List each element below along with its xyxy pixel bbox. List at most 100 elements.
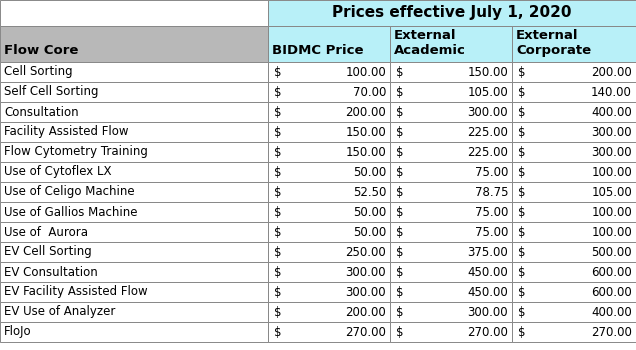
Bar	[268, 322, 390, 342]
Bar	[268, 122, 390, 142]
Text: $: $	[396, 105, 403, 119]
Text: External
Corporate: External Corporate	[516, 29, 591, 57]
Bar	[268, 0, 636, 26]
Text: 225.00: 225.00	[467, 126, 508, 139]
Text: $: $	[274, 146, 282, 159]
Text: 300.00: 300.00	[467, 306, 508, 318]
Bar	[0, 222, 268, 242]
Text: 600.00: 600.00	[591, 286, 632, 299]
Bar	[512, 102, 636, 122]
Bar	[512, 62, 636, 82]
Text: Use of Celigo Machine: Use of Celigo Machine	[4, 186, 135, 198]
Text: $: $	[518, 306, 525, 318]
Text: 50.00: 50.00	[353, 225, 386, 238]
Text: $: $	[396, 286, 403, 299]
Text: 400.00: 400.00	[591, 306, 632, 318]
Text: 600.00: 600.00	[591, 266, 632, 279]
Text: Consultation: Consultation	[4, 105, 79, 119]
Bar	[268, 202, 390, 222]
Text: 270.00: 270.00	[345, 326, 386, 338]
Text: $: $	[396, 166, 403, 178]
Bar	[0, 0, 268, 26]
Text: 200.00: 200.00	[345, 105, 386, 119]
Bar	[390, 102, 512, 122]
Text: 75.00: 75.00	[474, 205, 508, 218]
Text: External
Academic: External Academic	[394, 29, 466, 57]
Text: $: $	[396, 306, 403, 318]
Bar	[512, 182, 636, 202]
Bar	[268, 222, 390, 242]
Bar	[390, 322, 512, 342]
Text: $: $	[274, 286, 282, 299]
Text: $: $	[274, 85, 282, 98]
Text: 100.00: 100.00	[345, 65, 386, 78]
Bar	[390, 202, 512, 222]
Text: 70.00: 70.00	[352, 85, 386, 98]
Text: $: $	[396, 245, 403, 259]
Text: 450.00: 450.00	[467, 286, 508, 299]
Text: Use of Cytoflex LX: Use of Cytoflex LX	[4, 166, 111, 178]
Bar	[0, 262, 268, 282]
Bar	[0, 182, 268, 202]
Text: $: $	[518, 166, 525, 178]
Text: $: $	[396, 266, 403, 279]
Text: $: $	[274, 205, 282, 218]
Text: 200.00: 200.00	[345, 306, 386, 318]
Bar	[512, 122, 636, 142]
Text: $: $	[274, 186, 282, 198]
Text: $: $	[518, 326, 525, 338]
Text: $: $	[396, 146, 403, 159]
Bar	[268, 62, 390, 82]
Text: 200.00: 200.00	[591, 65, 632, 78]
Bar	[390, 26, 512, 62]
Bar	[0, 322, 268, 342]
Text: 400.00: 400.00	[591, 105, 632, 119]
Text: $: $	[274, 306, 282, 318]
Text: 500.00: 500.00	[591, 245, 632, 259]
Bar	[512, 26, 636, 62]
Bar	[268, 262, 390, 282]
Bar	[390, 162, 512, 182]
Text: 300.00: 300.00	[467, 105, 508, 119]
Text: 300.00: 300.00	[591, 126, 632, 139]
Text: $: $	[518, 225, 525, 238]
Text: $: $	[518, 205, 525, 218]
Text: $: $	[396, 85, 403, 98]
Text: 52.50: 52.50	[352, 186, 386, 198]
Bar	[268, 182, 390, 202]
Bar	[512, 202, 636, 222]
Text: 105.00: 105.00	[467, 85, 508, 98]
Text: 100.00: 100.00	[591, 205, 632, 218]
Text: Use of Gallios Machine: Use of Gallios Machine	[4, 205, 137, 218]
Text: 300.00: 300.00	[345, 286, 386, 299]
Text: 105.00: 105.00	[591, 186, 632, 198]
Bar	[390, 242, 512, 262]
Text: EV Facility Assisted Flow: EV Facility Assisted Flow	[4, 286, 148, 299]
Bar	[390, 222, 512, 242]
Text: 50.00: 50.00	[353, 205, 386, 218]
Text: EV Consultation: EV Consultation	[4, 266, 98, 279]
Bar	[390, 302, 512, 322]
Text: FloJo: FloJo	[4, 326, 32, 338]
Bar	[512, 262, 636, 282]
Bar	[0, 242, 268, 262]
Bar	[0, 102, 268, 122]
Bar	[0, 82, 268, 102]
Text: Self Cell Sorting: Self Cell Sorting	[4, 85, 99, 98]
Text: 300.00: 300.00	[591, 146, 632, 159]
Text: 250.00: 250.00	[345, 245, 386, 259]
Bar	[0, 162, 268, 182]
Text: EV Cell Sorting: EV Cell Sorting	[4, 245, 92, 259]
Text: 150.00: 150.00	[345, 146, 386, 159]
Text: $: $	[396, 205, 403, 218]
Text: 100.00: 100.00	[591, 225, 632, 238]
Text: $: $	[274, 65, 282, 78]
Text: $: $	[274, 326, 282, 338]
Bar	[0, 26, 268, 62]
Text: $: $	[518, 286, 525, 299]
Text: $: $	[518, 85, 525, 98]
Text: Facility Assisted Flow: Facility Assisted Flow	[4, 126, 128, 139]
Text: $: $	[396, 65, 403, 78]
Text: 270.00: 270.00	[591, 326, 632, 338]
Bar	[0, 142, 268, 162]
